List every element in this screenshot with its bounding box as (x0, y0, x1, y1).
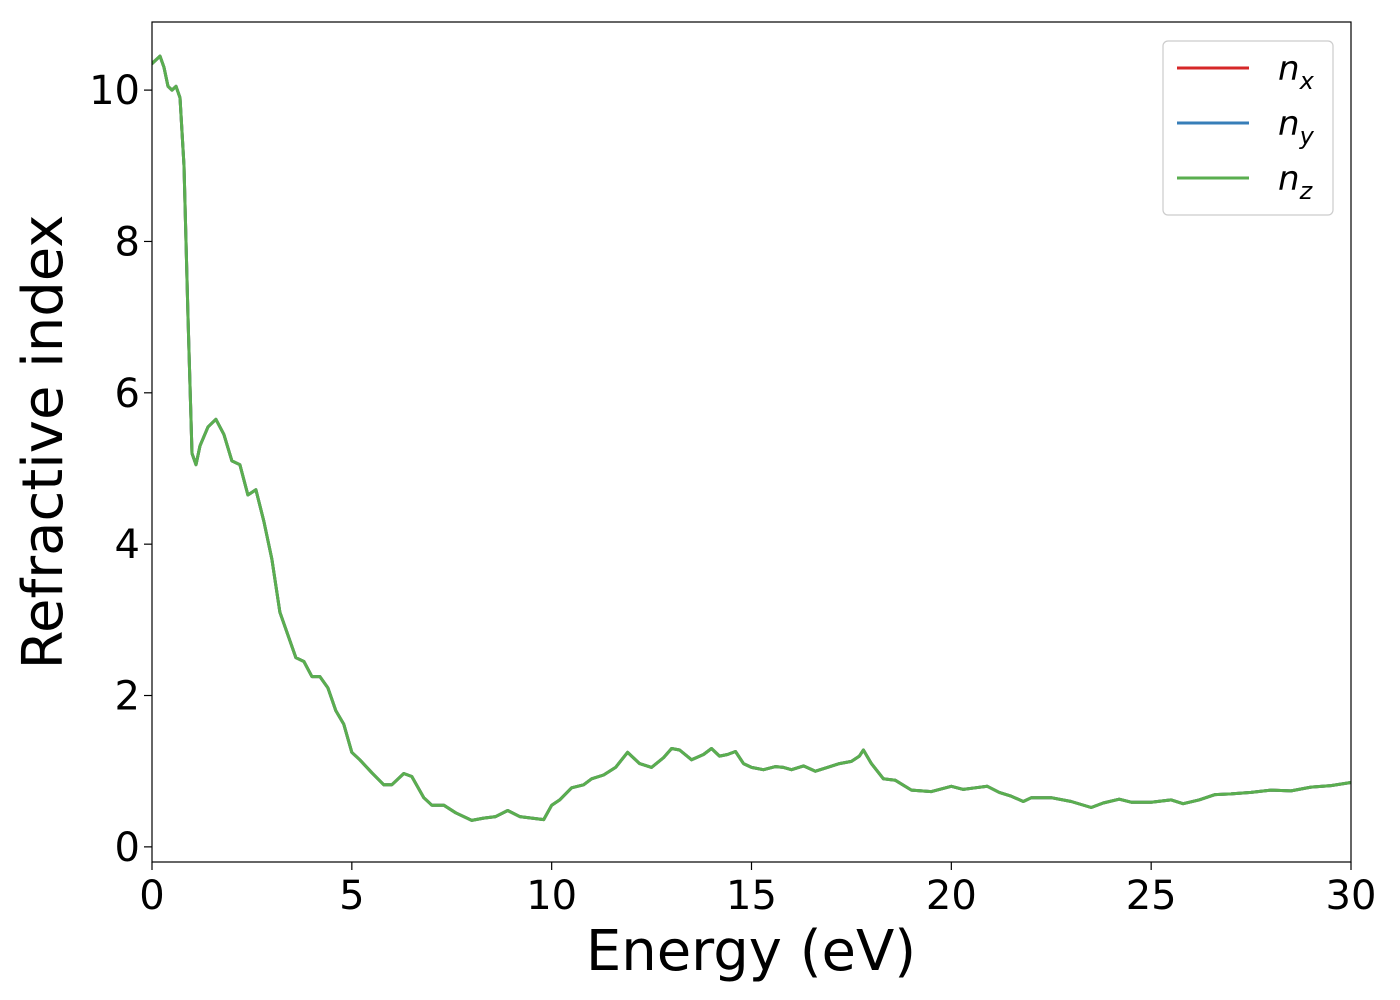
x-tick-label: 10 (526, 873, 577, 919)
legend-label-n-y: ny (1278, 104, 1315, 150)
legend-label-n-z: nz (1278, 159, 1314, 205)
y-tick-label: 6 (115, 371, 140, 417)
legend-label-n-x: nx (1278, 49, 1315, 95)
y-tick-label: 4 (115, 522, 140, 568)
plot-area (152, 54, 1351, 822)
y-tick-label: 8 (115, 219, 140, 265)
x-tick-label: 30 (1326, 873, 1377, 919)
y-tick-label: 2 (115, 674, 140, 720)
x-tick-label: 20 (926, 873, 977, 919)
axes: 0 5 10 15 20 25 30 0 2 4 6 8 10 (89, 21, 1377, 919)
x-tick-label: 15 (726, 873, 777, 919)
legend: nx ny nz (1162, 40, 1334, 216)
x-tick-label: 0 (139, 873, 164, 919)
x-tick-label: 25 (1126, 873, 1177, 919)
legend-box (1162, 40, 1334, 216)
y-tick-label: 10 (89, 68, 140, 114)
y-tick-label: 0 (115, 825, 140, 871)
x-axis-label: Energy (eV) (586, 919, 916, 984)
y-axis-label: Refractive index (11, 215, 76, 670)
series-line-n-z (152, 54, 1351, 822)
series-group (152, 54, 1351, 822)
x-tick-label: 5 (339, 873, 364, 919)
